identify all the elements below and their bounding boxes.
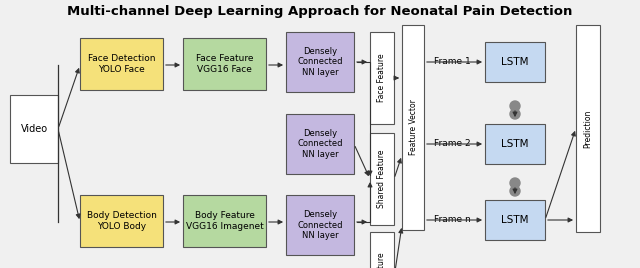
FancyBboxPatch shape	[183, 195, 266, 247]
Text: Video: Video	[20, 124, 47, 134]
Text: Face Detection
YOLO Face: Face Detection YOLO Face	[88, 54, 156, 74]
Circle shape	[510, 101, 520, 111]
FancyBboxPatch shape	[485, 124, 545, 164]
Text: Body Feature
VGG16 Imagenet: Body Feature VGG16 Imagenet	[186, 211, 264, 231]
FancyBboxPatch shape	[286, 114, 354, 174]
FancyBboxPatch shape	[402, 25, 424, 230]
Text: Shared Feature: Shared Feature	[378, 150, 387, 208]
Circle shape	[510, 109, 520, 119]
FancyBboxPatch shape	[10, 95, 58, 163]
FancyBboxPatch shape	[370, 32, 394, 124]
FancyBboxPatch shape	[370, 133, 394, 225]
FancyBboxPatch shape	[286, 195, 354, 255]
Text: Face Feature: Face Feature	[378, 54, 387, 102]
Text: Multi-channel Deep Learning Approach for Neonatal Pain Detection: Multi-channel Deep Learning Approach for…	[67, 6, 573, 18]
Text: Body Feature: Body Feature	[378, 253, 387, 268]
Text: Prediction: Prediction	[584, 109, 593, 148]
FancyBboxPatch shape	[286, 32, 354, 92]
FancyBboxPatch shape	[485, 42, 545, 82]
Text: LSTM: LSTM	[501, 139, 529, 149]
Text: LSTM: LSTM	[501, 215, 529, 225]
Circle shape	[510, 186, 520, 196]
Text: Densely
Connected
NN layer: Densely Connected NN layer	[297, 210, 343, 240]
Circle shape	[510, 178, 520, 188]
FancyBboxPatch shape	[80, 38, 163, 90]
Text: Densely
Connected
NN layer: Densely Connected NN layer	[297, 47, 343, 77]
Text: Frame 2: Frame 2	[434, 140, 470, 148]
Text: Frame n: Frame n	[434, 215, 471, 225]
FancyBboxPatch shape	[370, 232, 394, 268]
Text: Body Detection
YOLO Body: Body Detection YOLO Body	[86, 211, 156, 231]
FancyBboxPatch shape	[576, 25, 600, 232]
FancyBboxPatch shape	[80, 195, 163, 247]
FancyBboxPatch shape	[485, 200, 545, 240]
Text: Face Feature
VGG16 Face: Face Feature VGG16 Face	[196, 54, 253, 74]
Text: LSTM: LSTM	[501, 57, 529, 67]
Text: Densely
Connected
NN layer: Densely Connected NN layer	[297, 129, 343, 159]
FancyBboxPatch shape	[183, 38, 266, 90]
Text: Frame 1: Frame 1	[434, 58, 471, 66]
Text: Feature Vector: Feature Vector	[408, 100, 417, 155]
